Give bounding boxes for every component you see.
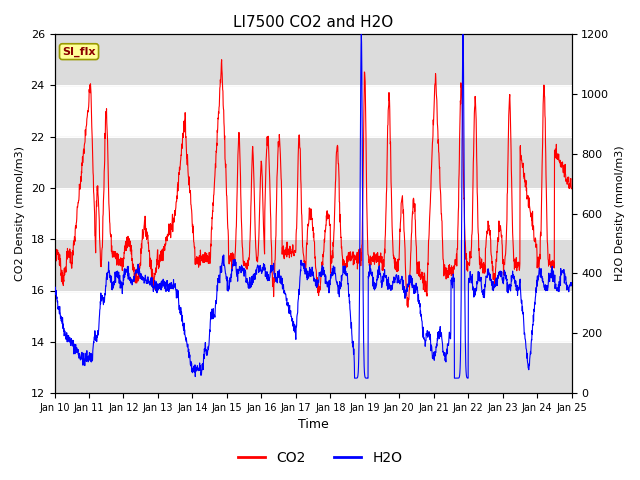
Bar — [54, 239, 572, 290]
Bar — [54, 342, 572, 393]
Y-axis label: CO2 Density (mmol/m3): CO2 Density (mmol/m3) — [15, 146, 25, 281]
Legend: CO2, H2O: CO2, H2O — [232, 445, 408, 471]
Title: LI7500 CO2 and H2O: LI7500 CO2 and H2O — [233, 15, 393, 30]
Bar — [54, 34, 572, 85]
Text: SI_flx: SI_flx — [62, 47, 96, 57]
Bar — [54, 137, 572, 188]
X-axis label: Time: Time — [298, 419, 328, 432]
Y-axis label: H2O Density (mmol/m3): H2O Density (mmol/m3) — [615, 146, 625, 281]
